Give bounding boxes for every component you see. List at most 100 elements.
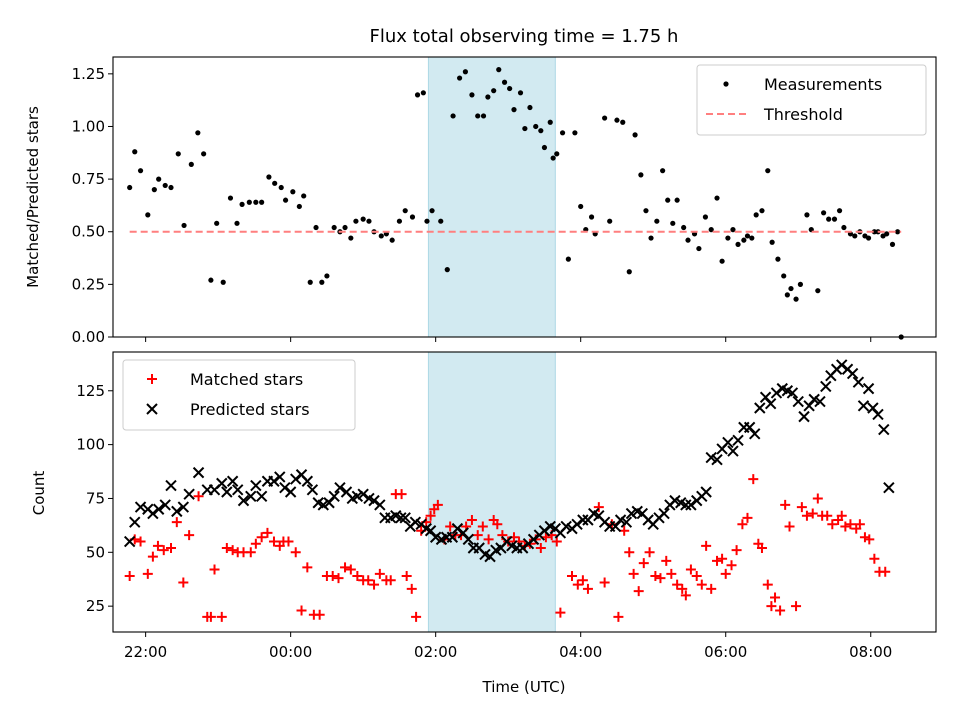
data-point — [313, 224, 319, 231]
data-point — [572, 579, 583, 590]
data-point — [152, 503, 165, 515]
data-point — [389, 237, 395, 243]
data-point — [399, 512, 411, 524]
data-point — [756, 543, 767, 553]
data-point — [727, 445, 739, 457]
data-point — [158, 545, 169, 556]
series-matched-stars — [124, 474, 891, 622]
data-point — [742, 512, 753, 523]
data-point — [124, 571, 135, 581]
data-point — [208, 277, 214, 283]
data-point — [588, 214, 595, 220]
data-point — [812, 493, 823, 504]
data-point — [820, 380, 832, 393]
data-point — [780, 499, 791, 510]
data-point — [638, 172, 644, 178]
data-point — [650, 571, 661, 581]
data-point — [123, 535, 136, 548]
data-point — [171, 517, 182, 528]
data-point — [485, 94, 491, 100]
data-point — [278, 184, 284, 191]
data-point — [784, 292, 790, 298]
data-point — [712, 555, 723, 566]
data-point — [307, 279, 313, 285]
y-tick-label: 75 — [86, 489, 105, 507]
data-point — [541, 144, 548, 151]
data-point — [624, 547, 635, 558]
data-point — [221, 486, 233, 498]
data-point — [793, 296, 799, 302]
data-point — [781, 273, 787, 279]
data-point — [283, 536, 294, 547]
data-point — [333, 573, 344, 584]
data-point — [644, 547, 655, 558]
data-point — [250, 538, 261, 549]
data-point — [166, 543, 177, 553]
legend: Measurements Threshold — [696, 64, 927, 136]
data-point — [165, 479, 177, 492]
data-point — [685, 237, 691, 243]
data-point — [246, 199, 252, 205]
data-point — [836, 359, 848, 371]
data-point — [496, 67, 502, 73]
legend-marker — [723, 81, 729, 87]
data-point — [527, 104, 533, 111]
legend-box — [696, 64, 927, 136]
data-point — [319, 279, 325, 285]
data-point — [290, 189, 296, 195]
data-point — [822, 510, 833, 521]
data-point — [183, 488, 195, 500]
y-tick-label: 0.50 — [72, 223, 105, 241]
data-point — [137, 168, 144, 174]
data-point — [156, 176, 162, 182]
data-point — [871, 229, 877, 235]
data-point — [192, 466, 205, 479]
data-point — [717, 553, 728, 564]
x-tick-label: 00:00 — [269, 643, 312, 661]
data-point — [685, 499, 697, 511]
data-point — [177, 501, 190, 513]
data-point — [195, 130, 201, 136]
data-point — [424, 218, 430, 224]
data-point — [749, 235, 755, 241]
data-point — [226, 475, 239, 487]
data-point — [607, 218, 613, 224]
data-point — [878, 423, 890, 436]
y-tick-label: 0.75 — [72, 170, 105, 188]
bottom-panel: 25 50 75 100 125 22:00 00:00 02:00 04:00 06:00 08:… — [76, 351, 937, 661]
data-point — [352, 571, 363, 581]
legend-marker — [147, 374, 157, 384]
data-point — [378, 233, 384, 239]
data-point — [735, 241, 741, 247]
data-point — [175, 151, 181, 157]
data-point — [708, 227, 714, 233]
y-tick-label: 50 — [86, 543, 105, 561]
data-point — [420, 90, 426, 96]
data-point — [748, 474, 759, 485]
data-point — [815, 288, 821, 294]
y-tick-label: 125 — [76, 382, 105, 400]
data-point — [538, 525, 551, 537]
data-point — [665, 197, 671, 203]
data-point — [538, 128, 544, 134]
data-point — [831, 216, 838, 222]
data-point — [396, 489, 407, 500]
data-point — [804, 212, 810, 218]
data-point — [256, 532, 267, 543]
data-point — [162, 182, 168, 189]
data-point — [602, 115, 608, 121]
data-point — [406, 583, 417, 594]
data-point — [666, 568, 677, 579]
data-point — [696, 579, 707, 590]
data-point — [360, 216, 366, 222]
data-point — [797, 281, 804, 287]
series-measurements — [127, 67, 904, 340]
data-point — [852, 233, 858, 239]
data-point — [864, 534, 875, 545]
data-point — [726, 560, 737, 571]
x-tick-label: 04:00 — [559, 643, 602, 661]
plot-frame — [112, 351, 937, 633]
data-point — [883, 481, 895, 494]
data-point — [814, 395, 826, 408]
